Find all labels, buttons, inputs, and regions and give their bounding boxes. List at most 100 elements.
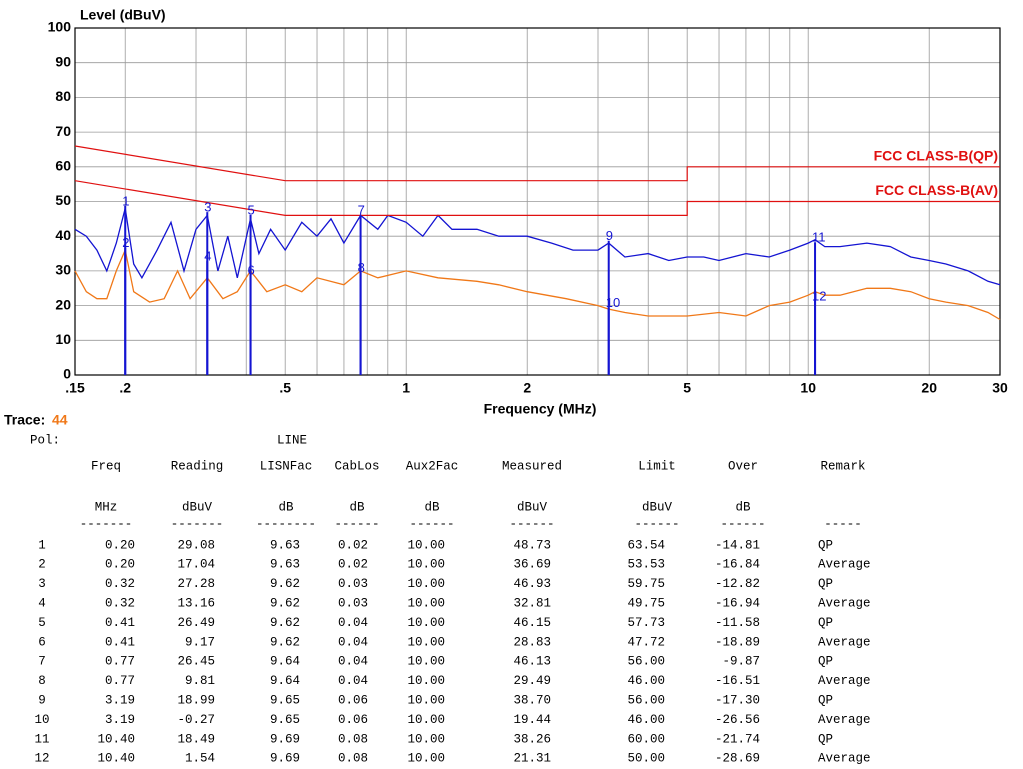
table-cell: 10.00 bbox=[407, 616, 445, 630]
table-cell: Average bbox=[818, 558, 871, 572]
table-cell: 9.64 bbox=[270, 655, 300, 669]
table-cell: 0.41 bbox=[105, 635, 135, 649]
marker-label: 2 bbox=[122, 235, 129, 250]
table-cell: 0.77 bbox=[105, 674, 135, 688]
x-tick-label: 2 bbox=[523, 380, 531, 396]
marker-label: 11 bbox=[812, 230, 826, 245]
trace-label: Trace: bbox=[4, 412, 45, 428]
table-rule: ------- bbox=[171, 517, 224, 531]
table-cell: QP bbox=[818, 538, 833, 552]
table-cell: 10.40 bbox=[97, 732, 135, 746]
table-cell: 10.00 bbox=[407, 538, 445, 552]
table-cell: 9.65 bbox=[270, 713, 300, 727]
table-cell: -16.94 bbox=[715, 596, 760, 610]
table-cell: 3 bbox=[38, 577, 46, 591]
x-tick-label: 30 bbox=[992, 380, 1008, 396]
trace-value: 44 bbox=[52, 412, 68, 428]
marker-label: 12 bbox=[812, 288, 826, 303]
table-cell: 26.45 bbox=[177, 655, 215, 669]
y-tick-label: 100 bbox=[48, 19, 72, 35]
table-cell: 8 bbox=[38, 674, 46, 688]
table-cell: 60.00 bbox=[627, 732, 665, 746]
table-cell: 0.08 bbox=[338, 752, 368, 766]
table-cell: Average bbox=[818, 635, 871, 649]
table-cell: 10.00 bbox=[407, 655, 445, 669]
table-header: Freq bbox=[91, 459, 121, 473]
table-cell: 4 bbox=[38, 596, 46, 610]
table-cell: 0.03 bbox=[338, 596, 368, 610]
table-cell: 12 bbox=[34, 752, 49, 766]
table-cell: 47.72 bbox=[627, 635, 665, 649]
table-unit: dBuV bbox=[517, 500, 548, 514]
table-header: Reading bbox=[171, 459, 224, 473]
table-unit: dBuV bbox=[642, 500, 673, 514]
table-cell: 59.75 bbox=[627, 577, 665, 591]
table-unit: dB bbox=[424, 500, 440, 514]
table-cell: -26.56 bbox=[715, 713, 760, 727]
table-cell: 46.15 bbox=[513, 616, 551, 630]
table-cell: 29.49 bbox=[513, 674, 551, 688]
table-rule: ------- bbox=[80, 517, 133, 531]
table-cell: 18.49 bbox=[177, 732, 215, 746]
table-cell: 3.19 bbox=[105, 713, 135, 727]
marker-label: 1 bbox=[122, 193, 129, 208]
marker-label: 7 bbox=[358, 202, 365, 217]
y-tick-label: 90 bbox=[55, 53, 71, 69]
table-rule: ------ bbox=[509, 517, 554, 531]
table-cell: -11.58 bbox=[715, 616, 760, 630]
table-cell: 0.04 bbox=[338, 655, 368, 669]
x-tick-label: 5 bbox=[683, 380, 691, 396]
table-cell: 0.06 bbox=[338, 693, 368, 707]
table-cell: -0.27 bbox=[177, 713, 215, 727]
table-cell: 53.53 bbox=[627, 558, 665, 572]
x-tick-label: 20 bbox=[921, 380, 937, 396]
table-rule: ------ bbox=[634, 517, 679, 531]
table-cell: 46.13 bbox=[513, 655, 551, 669]
table-cell: 49.75 bbox=[627, 596, 665, 610]
limit-label: FCC CLASS-B(QP) bbox=[874, 148, 998, 164]
table-cell: 0.04 bbox=[338, 674, 368, 688]
table-unit: dBuV bbox=[182, 500, 213, 514]
table-cell: 9.62 bbox=[270, 596, 300, 610]
table-cell: 63.54 bbox=[627, 538, 665, 552]
marker-label: 5 bbox=[248, 202, 255, 217]
table-cell: 10.00 bbox=[407, 693, 445, 707]
table-cell: 56.00 bbox=[627, 693, 665, 707]
table-cell: 27.28 bbox=[177, 577, 215, 591]
table-header: Limit bbox=[638, 459, 676, 473]
table-cell: 0.77 bbox=[105, 655, 135, 669]
table-cell: 38.26 bbox=[513, 732, 551, 746]
table-header: CabLos bbox=[334, 459, 379, 473]
table-cell: 0.04 bbox=[338, 616, 368, 630]
table-cell: QP bbox=[818, 577, 833, 591]
table-header: Over bbox=[728, 459, 758, 473]
table-cell: 1.54 bbox=[185, 752, 215, 766]
table-cell: 57.73 bbox=[627, 616, 665, 630]
y-tick-label: 70 bbox=[55, 123, 71, 139]
table-cell: 9.62 bbox=[270, 577, 300, 591]
table-cell: 10.00 bbox=[407, 577, 445, 591]
table-cell: 13.16 bbox=[177, 596, 215, 610]
table-cell: 3.19 bbox=[105, 693, 135, 707]
table-header: LISNFac bbox=[260, 459, 313, 473]
table-cell: 46.93 bbox=[513, 577, 551, 591]
limit-label: FCC CLASS-B(AV) bbox=[875, 182, 998, 198]
table-cell: -12.82 bbox=[715, 577, 760, 591]
table-cell: Average bbox=[818, 674, 871, 688]
y-axis-label: Level (dBuV) bbox=[80, 7, 166, 23]
table-cell: 9.62 bbox=[270, 635, 300, 649]
marker-label: 10 bbox=[606, 295, 620, 310]
table-cell: 48.73 bbox=[513, 538, 551, 552]
table-header: Remark bbox=[820, 459, 865, 473]
table-cell: 0.20 bbox=[105, 558, 135, 572]
table-cell: 0.32 bbox=[105, 596, 135, 610]
table-cell: 9 bbox=[38, 693, 46, 707]
table-cell: 2 bbox=[38, 558, 46, 572]
x-tick-label: .15 bbox=[65, 380, 85, 396]
trace-line bbox=[74, 208, 1001, 286]
y-tick-label: 80 bbox=[55, 88, 71, 104]
table-cell: 9.69 bbox=[270, 732, 300, 746]
table-unit: MHz bbox=[95, 500, 118, 514]
table-unit: dB bbox=[278, 500, 294, 514]
